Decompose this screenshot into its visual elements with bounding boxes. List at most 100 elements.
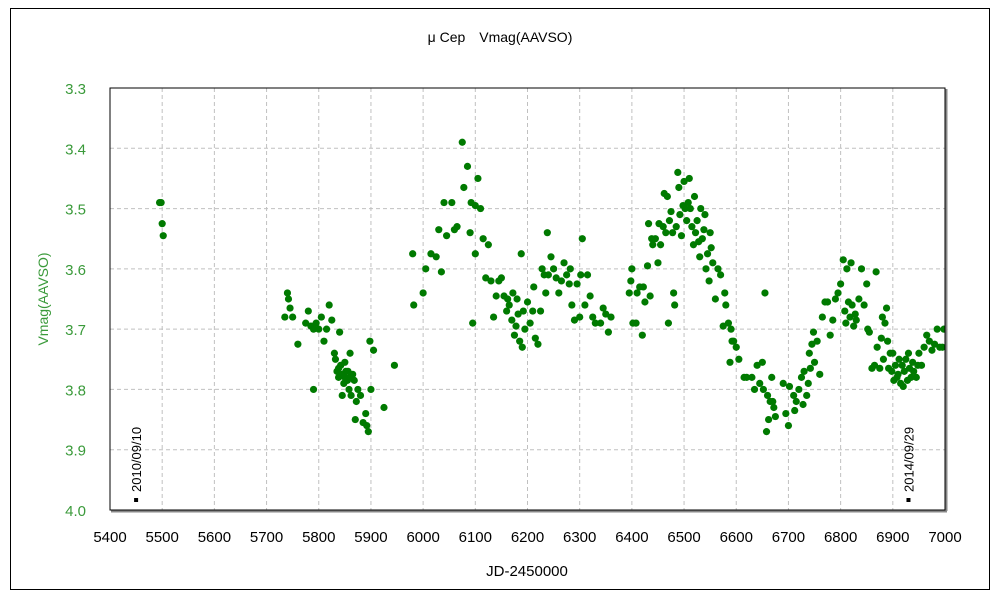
data-point [628,265,636,273]
data-point [882,304,891,312]
data-point [839,256,847,264]
data-point [855,295,863,303]
data-point [860,301,868,309]
data-point [505,301,513,309]
data-point [364,428,372,436]
y-tick-label: 3.3 [65,81,86,98]
data-point [668,229,677,237]
data-point [877,334,885,342]
data-point [566,265,574,273]
data-point [484,241,492,249]
data-point [519,307,527,315]
data-point [469,319,477,327]
data-point [573,280,581,288]
data-point [803,391,811,400]
data-point [863,280,871,288]
data-point [852,316,860,324]
data-point [517,250,525,258]
data-point [330,349,339,357]
data-point [448,198,456,207]
data-point [763,391,772,400]
data-point [865,328,873,336]
data-point [843,265,851,273]
data-point [925,337,933,345]
data-point [938,343,946,351]
data-point [837,280,845,288]
data-point [689,241,698,249]
data-point [345,385,353,394]
data-point [632,319,640,327]
y-tick-label: 3.9 [65,443,86,460]
data-point [565,280,573,288]
data-point [721,289,729,297]
data-point [583,271,592,279]
data-point [706,229,714,237]
data-point [577,271,585,279]
data-point [471,201,479,210]
data-point [895,355,903,363]
data-point [799,400,807,409]
data-point [891,361,900,369]
data-point [646,292,654,300]
data-point [785,382,794,391]
data-point [159,232,167,240]
data-point [644,220,653,228]
data-point [805,349,813,357]
annotations: 2010/09/10 2014/09/29 [129,427,916,502]
data-point [753,361,761,369]
data-point [889,349,897,357]
data-point [816,370,824,378]
data-point [726,358,734,366]
data-point [380,403,388,412]
data-point [768,373,776,381]
x-tick-label: 5400 [93,529,126,546]
data-point [930,340,939,348]
data-point [503,307,511,315]
data-point [570,316,579,324]
data-point [510,331,519,339]
data-point [526,319,534,327]
data-point [681,204,689,213]
data-point [286,304,294,312]
x-tick-labels: 5400 5500 5600 5700 5800 5900 6000 6100 6200 6300… [93,529,961,546]
data-point [898,361,906,369]
data-point [542,289,550,297]
data-point [543,229,551,237]
data-point [810,358,819,366]
data-point [674,168,682,176]
data-point [563,271,571,279]
y-tick-label: 3.7 [65,322,86,339]
y-axis-label: Vmag(AAVSO) [35,252,51,345]
data-point [727,325,735,333]
x-tick-label: 6700 [772,529,805,546]
data-point [322,325,331,333]
data-point [703,250,712,258]
data-point [367,385,375,394]
data-point [765,415,773,424]
data-point [302,319,310,327]
data-points [155,138,948,436]
x-tick-label: 5900 [354,529,387,546]
data-point [826,331,834,339]
data-point [346,349,354,357]
data-point [808,340,816,348]
data-point [790,391,798,400]
data-point [782,409,790,418]
data-point [352,397,360,406]
data-point [876,364,884,372]
data-point [791,406,799,415]
data-point [680,177,688,186]
data-point [549,265,558,273]
data-point [705,277,713,285]
data-point [842,319,850,327]
data-point [857,265,866,273]
chart-title: μ Cep Vmag(AAVSO) [428,29,573,45]
data-point [848,301,856,309]
data-point [771,412,779,421]
data-point [419,289,427,297]
data-point [915,349,923,357]
data-point [700,226,708,234]
data-point [508,316,516,324]
data-point [351,415,359,424]
x-tick-label: 6400 [615,529,648,546]
